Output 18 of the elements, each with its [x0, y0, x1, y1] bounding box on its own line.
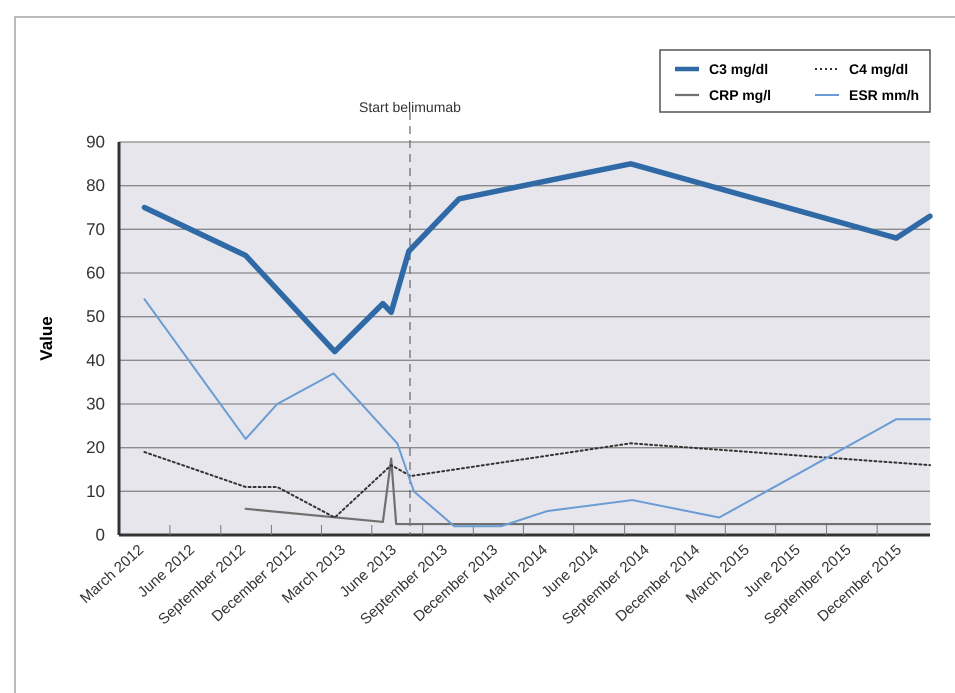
legend-label: C4 mg/dl — [849, 61, 908, 77]
y-tick-label: 30 — [86, 394, 105, 414]
ref-line-label: Start belimumab — [359, 99, 462, 115]
line-series — [143, 442, 931, 519]
legend-label: C3 mg/dl — [709, 61, 768, 77]
legend-label: ESR mm/h — [849, 87, 920, 103]
y-axis-title: Value — [37, 316, 56, 361]
y-tick-label: 0 — [96, 525, 105, 544]
line-series — [143, 298, 931, 528]
y-tick-label: 70 — [86, 220, 105, 239]
legend-label: CRP mg/l — [709, 87, 771, 103]
y-tick-label: 10 — [86, 482, 105, 501]
y-tick-label: 60 — [86, 263, 105, 282]
y-tick-label: 90 — [86, 132, 105, 152]
y-tick-label: 80 — [86, 176, 105, 196]
y-tick-label: 40 — [86, 350, 105, 370]
y-tick-label: 20 — [86, 438, 105, 458]
y-tick-label: 50 — [86, 307, 105, 326]
